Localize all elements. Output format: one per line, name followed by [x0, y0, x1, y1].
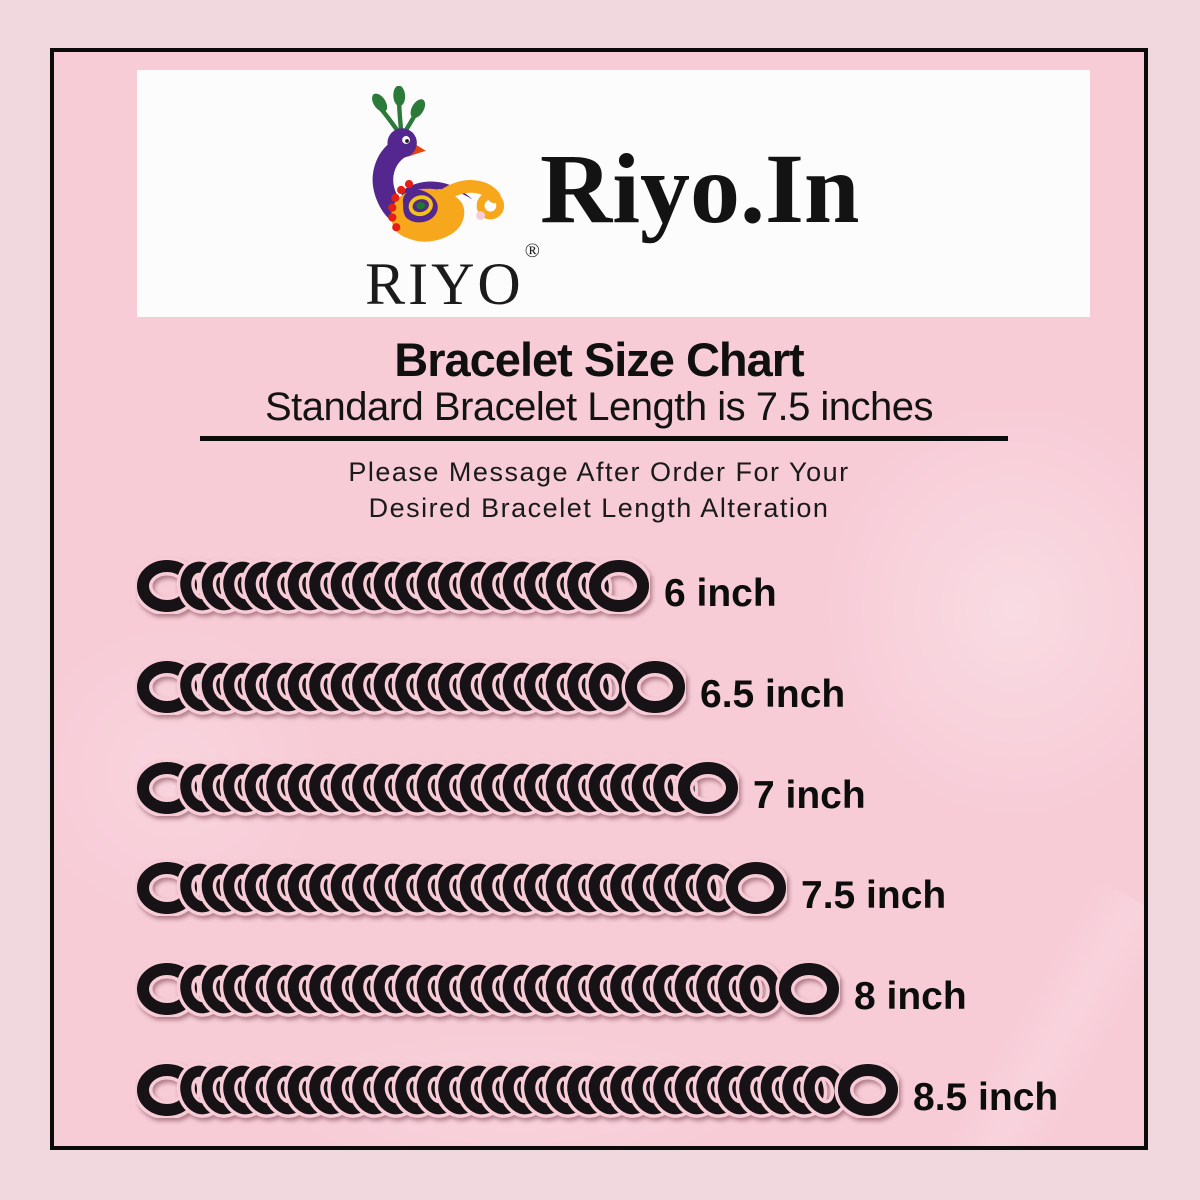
- registered-mark: ®: [524, 240, 540, 262]
- chart-title: Bracelet Size Chart: [394, 333, 804, 386]
- note-line-2: Desired Bracelet Length Alteration: [368, 493, 830, 523]
- note-line-1: Please Message After Order For Your: [348, 457, 850, 487]
- logo-wordmark: RIYO®: [337, 240, 567, 317]
- riyo-logo: RIYO®: [337, 78, 567, 317]
- bracelet-chain-image: [137, 961, 840, 1018]
- size-label: 7 inch: [753, 773, 866, 817]
- bracelet-size-row: 8 inch: [137, 961, 967, 1019]
- bracelet-chain-image: [137, 658, 686, 715]
- bracelet-size-row: 6 inch: [137, 558, 777, 615]
- size-label: 8 inch: [854, 975, 967, 1019]
- size-label: 6.5 inch: [700, 672, 846, 716]
- bracelet-chain-image: [137, 558, 650, 614]
- logo-text: RIYO: [365, 251, 524, 317]
- bracelet-chain-image: [137, 759, 739, 816]
- alteration-note: Please Message After Order For Your Desi…: [54, 454, 1144, 526]
- bracelet-size-row: 6.5 inch: [137, 658, 846, 716]
- divider-line: [200, 436, 1008, 441]
- bracelet-chain-image: [137, 1062, 899, 1118]
- size-label: 6 inch: [664, 572, 777, 615]
- bracelet-chain-image: [137, 860, 787, 917]
- size-label: 8.5 inch: [913, 1076, 1059, 1119]
- peacock-logo-icon: [372, 86, 505, 242]
- brand-header: RIYO® Riyo.In: [137, 70, 1090, 317]
- chart-subtitle: Standard Bracelet Length is 7.5 inches: [264, 385, 934, 429]
- size-rows: 6 inch 6.5 inch 7 inch 7.5 inch 8 inch 8.5 in…: [137, 52, 1144, 1146]
- size-label: 7.5 inch: [801, 874, 947, 918]
- bracelet-size-row: 7 inch: [137, 759, 866, 817]
- brand-name: Riyo.In: [540, 133, 860, 244]
- bracelet-size-row: 8.5 inch: [137, 1062, 1059, 1119]
- bordered-panel: RIYO® Riyo.In Bracelet Size Chart Standa…: [50, 48, 1148, 1150]
- bracelet-size-row: 7.5 inch: [137, 860, 947, 918]
